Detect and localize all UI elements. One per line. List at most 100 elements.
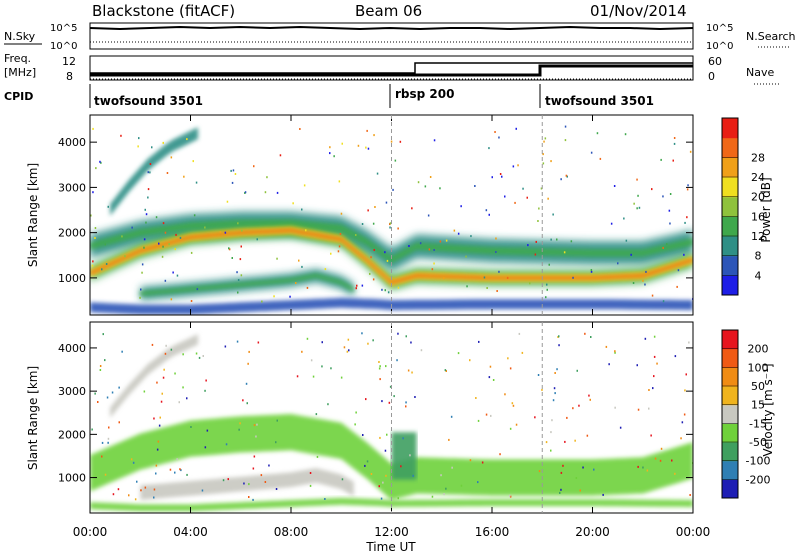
power-speckle bbox=[387, 291, 390, 294]
power-speckle bbox=[164, 231, 167, 234]
velocity-speckle bbox=[400, 465, 402, 468]
velocity-speckle bbox=[195, 352, 198, 355]
velocity-speckle bbox=[206, 429, 209, 432]
power-speckle bbox=[186, 138, 188, 141]
velocity-speckle bbox=[477, 481, 479, 484]
velocity-speckle bbox=[637, 465, 639, 468]
power-speckle bbox=[381, 288, 383, 291]
velocity-speckle bbox=[515, 423, 518, 426]
velocity-speckle bbox=[576, 369, 578, 372]
power-speckle bbox=[236, 271, 238, 274]
velocity-speckle bbox=[236, 340, 239, 343]
velocity-speckle bbox=[118, 386, 120, 389]
velocity-speckle bbox=[153, 488, 156, 491]
freq-line bbox=[90, 62, 693, 74]
power-speckle bbox=[637, 194, 639, 197]
velocity-speckle bbox=[538, 470, 541, 473]
station-title: Blackstone (fitACF) bbox=[92, 2, 235, 20]
velocity-speckle bbox=[402, 437, 404, 440]
velocity-speckle bbox=[151, 343, 154, 346]
power-speckle bbox=[338, 180, 341, 183]
velocity-speckle bbox=[379, 436, 381, 439]
power-speckle bbox=[158, 242, 160, 245]
velocity-colorbar-swatch bbox=[722, 348, 738, 368]
velocity-speckle bbox=[509, 367, 512, 370]
power-speckle bbox=[645, 270, 647, 273]
velocity-speckle bbox=[97, 401, 99, 403]
velocity-colorbar-label: Velocity [m s⁻¹] bbox=[761, 363, 775, 456]
velocity-speckle bbox=[186, 397, 188, 400]
power-speckle bbox=[141, 271, 143, 274]
power-speckle bbox=[273, 295, 275, 298]
velocity-speckle bbox=[511, 402, 514, 405]
velocity-speckle bbox=[224, 345, 227, 348]
power-speckle bbox=[162, 245, 164, 248]
velocity-speckle bbox=[246, 402, 248, 405]
velocity-speckle bbox=[605, 345, 608, 348]
velocity-speckle bbox=[99, 369, 102, 371]
cpid-segment-2: rbsp 200 bbox=[395, 87, 454, 101]
power-speckle bbox=[149, 163, 152, 165]
freq-tick-bottom: 8 bbox=[66, 70, 73, 83]
velocity-speckle bbox=[143, 390, 146, 393]
velocity-speckle bbox=[202, 355, 204, 357]
velocity-speckle bbox=[156, 381, 158, 384]
power-speckle bbox=[124, 255, 126, 258]
power-speckle bbox=[544, 137, 547, 140]
power-speckle bbox=[662, 246, 664, 249]
power-speckle bbox=[651, 294, 654, 297]
velocity-speckle bbox=[94, 392, 96, 395]
power-speckle bbox=[192, 160, 194, 163]
power-speckle bbox=[372, 278, 375, 281]
power-colorbar-swatch bbox=[722, 137, 738, 158]
velocity-speckle bbox=[134, 498, 137, 501]
power-speckle bbox=[617, 262, 619, 265]
power-speckle bbox=[660, 158, 662, 161]
velocity-speckle bbox=[507, 357, 509, 360]
power-speckle bbox=[356, 284, 358, 287]
power-speckle bbox=[295, 282, 297, 284]
velocity-colorbar-tick-label: 50 bbox=[751, 380, 765, 393]
velocity-speckle bbox=[396, 359, 398, 362]
power-speckle bbox=[610, 222, 613, 225]
power-speckle bbox=[306, 286, 309, 289]
power-speckle bbox=[179, 236, 182, 239]
power-speckle bbox=[147, 188, 150, 191]
power-speckle bbox=[104, 243, 106, 246]
power-speckle bbox=[428, 248, 431, 251]
power-speckle bbox=[560, 178, 562, 181]
power-speckle bbox=[299, 128, 301, 130]
freq-label: Freq. bbox=[4, 52, 31, 65]
velocity-speckle bbox=[559, 491, 561, 494]
velocity-speckle bbox=[653, 355, 656, 358]
power-speckle bbox=[138, 137, 140, 140]
power-speckle bbox=[240, 274, 243, 277]
velocity-speckle bbox=[551, 419, 553, 422]
power-speckle bbox=[389, 226, 391, 229]
power-speckle bbox=[537, 220, 539, 222]
velocity-speckle bbox=[327, 403, 329, 406]
velocity-speckle bbox=[243, 482, 245, 485]
velocity-speckle bbox=[440, 474, 442, 477]
power-speckle bbox=[95, 167, 97, 170]
power-speckle bbox=[669, 193, 672, 195]
power-speckle bbox=[443, 277, 445, 280]
power-speckle bbox=[546, 288, 548, 291]
velocity-speckle bbox=[481, 461, 484, 464]
velocity-speckle bbox=[362, 434, 364, 436]
cpid-segment-3: twofsound 3501 bbox=[545, 94, 654, 108]
velocity-ylabel: Slant Range [km] bbox=[26, 366, 40, 470]
power-speckle bbox=[143, 246, 145, 249]
power-speckle bbox=[465, 255, 467, 258]
velocity-speckle bbox=[315, 413, 318, 416]
velocity-speckle bbox=[409, 454, 411, 457]
velocity-speckle bbox=[646, 469, 649, 472]
power-speckle bbox=[230, 169, 232, 172]
power-speckle bbox=[361, 284, 364, 287]
power-speckle bbox=[340, 212, 343, 215]
velocity-speckle bbox=[248, 350, 250, 353]
power-speckle bbox=[495, 237, 497, 240]
velocity-ytick-label: 1000 bbox=[58, 472, 86, 485]
nave-line bbox=[90, 64, 693, 77]
velocity-speckle bbox=[182, 386, 184, 389]
